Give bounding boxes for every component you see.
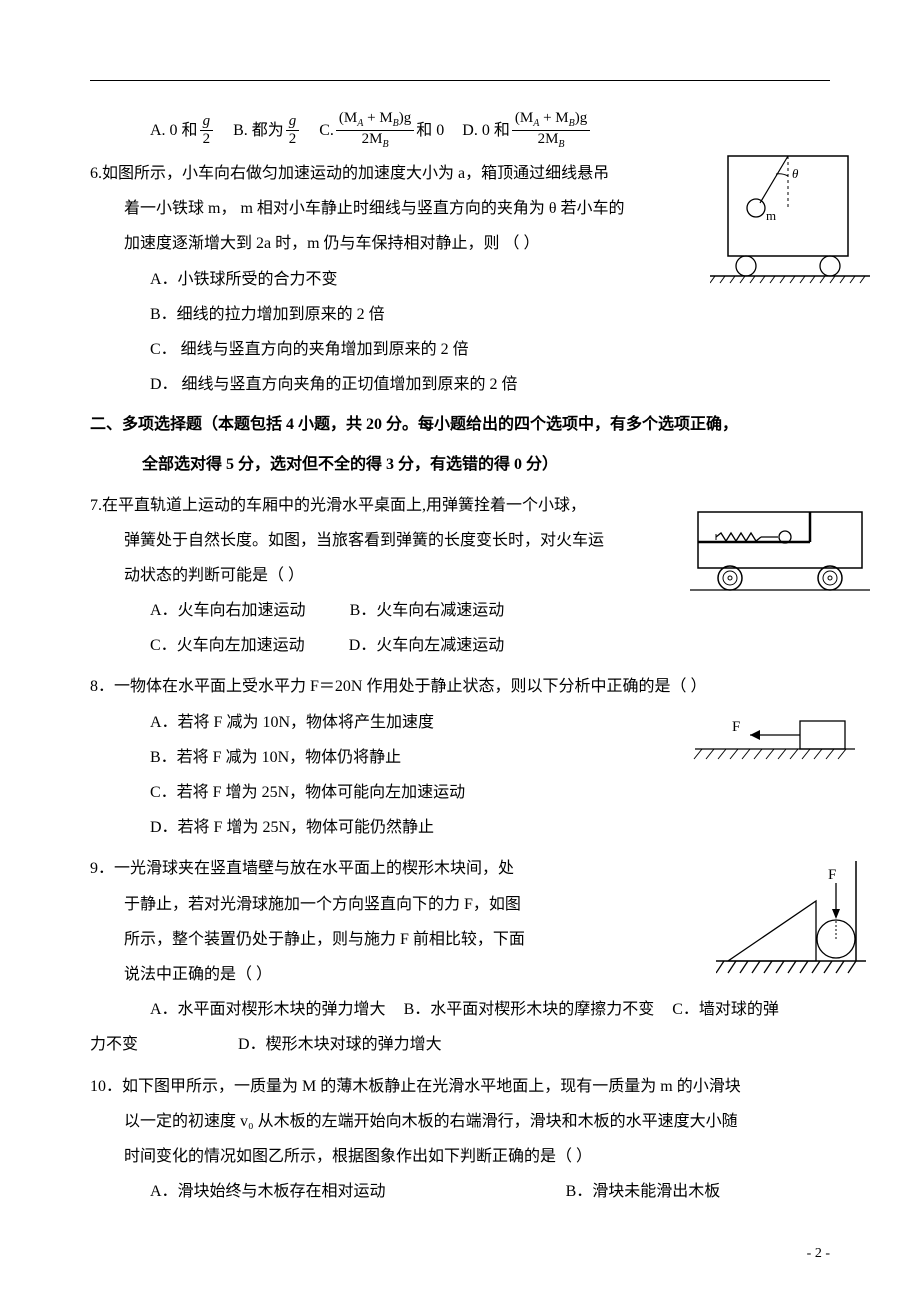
q9-opts-row2: 力不变 D．楔形木块对球的弹力增大 [90,1027,830,1062]
q6: 6.如图所示，小车向右做匀加速运动的加速度大小为 a，箱顶通过细线悬吊 着一小铁… [90,156,830,402]
wheel-right [818,566,842,590]
t: (M [339,110,357,126]
q9: 9．一光滑球夹在竖直墙壁与放在水平面上的楔形木块间，处 于静止，若对光滑球施加一… [90,851,830,1062]
theta-label: θ [792,166,799,181]
frac-den: 2MB [538,131,565,150]
t: + M [363,110,392,126]
q9-optC: C．墙对球的弹 [672,992,779,1027]
q6-text1: 如图所示，小车向右做匀加速运动的加速度大小为 a，箱顶通过细线悬吊 [102,165,609,182]
q5-a-prefix: A. 0 和 [150,114,198,148]
q7-figure [690,504,870,594]
frac-den: 2 [203,131,211,147]
frac-num: g [200,114,214,131]
wheel-left [718,566,742,590]
q6-line2: 着一小铁球 m， m 相对小车静止时细线与竖直方向的夹角为 θ 若小车的 [90,191,664,226]
q5-c-prefix: C. [319,114,334,148]
q10-optA: A．滑块始终与木板存在相对运动 [150,1174,386,1209]
q5-opt-d: D. 0 和 (MA + MB)g 2MB [462,111,592,150]
t: (M [515,110,533,126]
header-rule [90,80,830,81]
q9-optC2: 力不变 [90,1027,138,1062]
q10-line2: 以一定的初速度 v₀ 从木板的左端开始向木板的右端滑行，滑块和木板的水平速度大小… [90,1104,830,1139]
q9-figure: F [716,861,866,981]
q7-optC: C．火车向左加速运动 [150,628,305,663]
q6-num: 6. [90,165,102,182]
m-label: m [766,208,776,223]
q8-stem: 8．一物体在水平面上受水平力 F＝20N 作用处于静止状态，则以下分析中正确的是… [90,669,830,704]
q10-optB: B．滑块未能滑出木板 [566,1174,721,1209]
q10-line1: 10．如下图甲所示，一质量为 M 的薄木板静止在光滑水平地面上，现有一质量为 m… [90,1069,830,1104]
t: B [558,139,564,150]
q6-figure: θ m [710,148,870,298]
frac-den: 2MB [362,131,389,150]
q8-text: 一物体在水平面上受水平力 F＝20N 作用处于静止状态，则以下分析中正确的是（ … [114,678,706,695]
q9-line2: 于静止，若对光滑球施加一个方向竖直向下的力 F，如图 [90,887,684,922]
t: 2M [538,131,559,147]
frac-num: g [286,114,300,131]
q9-num: 9． [90,860,114,877]
q6-line3: 加速度逐渐增大到 2a 时，m 仍与车保持相对静止，则 （ ） [90,226,664,261]
q10-opts: A．滑块始终与木板存在相对运动 B．滑块未能滑出木板 [90,1174,830,1209]
f-label: F [732,719,740,735]
q5-opt-b: B. 都为 g 2 [233,114,301,148]
q5-opt-c: C. (MA + MB)g 2MB 和 0 [319,111,444,150]
q8: 8．一物体在水平面上受水平力 F＝20N 作用处于静止状态，则以下分析中正确的是… [90,669,830,845]
q8-optD: D．若将 F 增为 25N，物体可能仍然静止 [90,810,830,845]
frac-den: 2 [289,131,297,147]
q5-d-prefix: D. 0 和 [462,114,510,148]
q9-optD: D．楔形木块对球的弹力增大 [238,1027,442,1062]
q6-optD: D． 细线与竖直方向夹角的正切值增加到原来的 2 倍 [90,367,830,402]
frac-num: (MA + MB)g [512,111,590,131]
frac-big-d: (MA + MB)g 2MB [512,111,590,150]
q7-opts-row1: A．火车向右加速运动 B．火车向右减速运动 [90,593,830,628]
q10-text1: 如下图甲所示，一质量为 M 的薄木板静止在光滑水平地面上，现有一质量为 m 的小… [122,1078,741,1095]
q8-figure: F [690,713,860,783]
q7-text1: 在平直轨道上运动的车厢中的光滑水平桌面上,用弹簧拴着一个小球， [102,497,586,514]
q8-num: 8． [90,678,114,695]
t: + M [539,110,568,126]
q10-num: 10． [90,1078,122,1095]
q7-line3: 动状态的判断可能是（ ） [90,558,664,593]
q10: 10．如下图甲所示，一质量为 M 的薄木板静止在光滑水平地面上，现有一质量为 m… [90,1069,830,1210]
section2-sub: 全部选对得 5 分，选对但不全的得 3 分，有选错的得 0 分） [90,448,830,482]
q9-opts-row1: A．水平面对楔形木块的弹力增大 B．水平面对楔形木块的摩擦力不变 C．墙对球的弹 [90,992,830,1027]
q9-optA: A．水平面对楔形木块的弹力增大 [150,992,386,1027]
frac-g2-a: g 2 [200,114,214,147]
q9-line4: 说法中正确的是（ ） [90,957,684,992]
q5-opt-a: A. 0 和 g 2 [150,114,215,148]
q9-text1: 一光滑球夹在竖直墙壁与放在水平面上的楔形木块间，处 [114,860,514,877]
q5-b-prefix: B. 都为 [233,114,284,148]
q7-num: 7. [90,497,102,514]
q6-optB: B．细线的拉力增加到原来的 2 倍 [90,297,830,332]
q9-optB: B．水平面对楔形木块的摩擦力不变 [404,992,655,1027]
q5-c-suffix: 和 0 [416,114,444,148]
q7-optD: D．火车向左减速运动 [349,628,505,663]
t: B [382,139,388,150]
q7-line2: 弹簧处于自然长度。如图，当旅客看到弹簧的长度变长时，对火车运 [90,523,664,558]
q7-optB: B．火车向右减速运动 [350,593,505,628]
t: 2M [362,131,383,147]
q10-text2: 以一定的初速度 v₀ 从木板的左端开始向木板的右端滑行，滑块和木板的水平速度大小… [124,1113,738,1130]
frac-big-c: (MA + MB)g 2MB [336,111,414,150]
q7-optA: A．火车向右加速运动 [150,593,306,628]
q5-options: A. 0 和 g 2 B. 都为 g 2 C. (MA + MB)g 2MB 和… [90,111,830,150]
frac-g2-b: g 2 [286,114,300,147]
page-number: - 2 - [807,1246,830,1262]
frac-num: (MA + MB)g [336,111,414,131]
f-label: F [828,867,836,883]
q7-opts-row2: C．火车向左加速运动 D．火车向左减速运动 [90,628,830,663]
q9-line3: 所示，整个装置仍处于静止，则与施力 F 前相比较，下面 [90,922,684,957]
q6-optC: C． 细线与竖直方向的夹角增加到原来的 2 倍 [90,332,830,367]
t: )g [399,110,412,126]
t: )g [575,110,588,126]
section2-head: 二、多项选择题（本题包括 4 小题，共 20 分。每小题给出的四个选项中，有多个… [90,408,830,442]
q10-line3: 时间变化的情况如图乙所示，根据图象作出如下判断正确的是（ ） [90,1139,830,1174]
q7: 7.在平直轨道上运动的车厢中的光滑水平桌面上,用弹簧拴着一个小球， 弹簧处于自然… [90,488,830,664]
